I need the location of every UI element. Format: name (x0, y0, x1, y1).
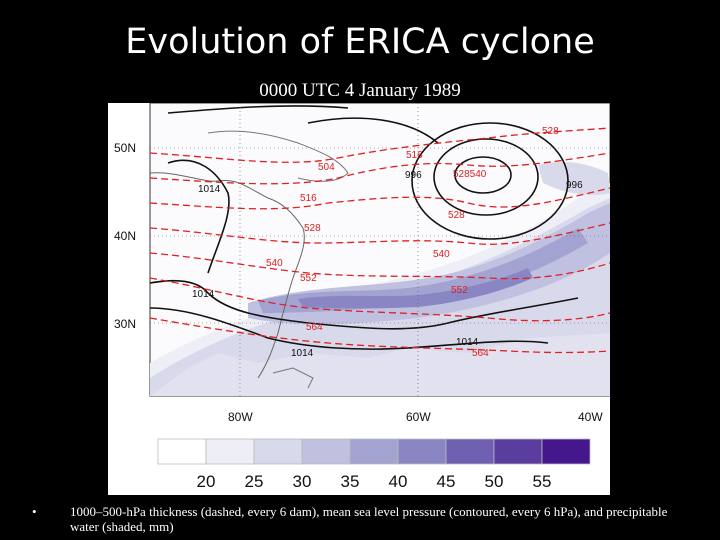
bullet-icon: • (32, 504, 37, 519)
legend-label: 45 (437, 472, 456, 491)
thickness-label: 528 (542, 126, 559, 137)
thickness-label: 516 (300, 193, 317, 204)
legend-swatch (301, 438, 351, 465)
thickness-label: 564 (472, 348, 489, 359)
weather-map-figure: 528 516 504 516 528 528 540 540 552 552 … (108, 102, 611, 495)
thickness-label: 552 (300, 273, 317, 284)
pw-shade-40 (298, 268, 533, 309)
legend-swatch (541, 438, 591, 465)
lon-label: 80W (228, 410, 253, 424)
lat-label: 40N (114, 229, 136, 243)
lon-label: 40W (578, 410, 603, 424)
pressure-label: 996 (566, 180, 583, 191)
thickness-label: 540 (266, 258, 283, 269)
pw-shade-35 (258, 228, 588, 313)
lon-label: 60W (406, 410, 431, 424)
thickness-label: 528 (448, 210, 465, 221)
slide-subtitle: 0000 UTC 4 January 1989 (259, 80, 461, 101)
legend-label: 35 (341, 472, 360, 491)
pressure-label: 1014 (198, 184, 221, 195)
legend-swatch (445, 438, 495, 465)
thickness-label: 540 (433, 249, 450, 260)
pressure-label: 1014 (456, 337, 479, 348)
legend-swatch (349, 438, 399, 465)
thickness-label: 528540 (453, 169, 487, 180)
legend-label: 30 (293, 472, 312, 491)
lat-label: 30N (114, 317, 136, 331)
graticule (150, 103, 610, 396)
coastline-canada (207, 130, 349, 182)
thickness-contours (150, 127, 610, 354)
coastline-caribbean (272, 367, 314, 389)
thickness-label: 528 (304, 223, 321, 234)
legend-label: 25 (245, 472, 264, 491)
slide-title: Evolution of ERICA cyclone (125, 22, 595, 62)
color-legend: 20 25 30 35 40 45 50 55 (157, 438, 591, 491)
weather-map: 528 516 504 516 528 528 540 540 552 552 … (114, 102, 611, 491)
legend-label: 40 (389, 472, 408, 491)
pressure-label: 996 (405, 170, 422, 181)
legend-swatch (493, 438, 543, 465)
legend-swatch (157, 438, 207, 465)
thickness-label: 564 (306, 322, 323, 333)
pressure-label: 1014 (192, 289, 215, 300)
pressure-label: 1014 (291, 348, 314, 359)
legend-swatch (253, 438, 303, 465)
legend-label: 50 (485, 472, 504, 491)
thickness-label: 516 (406, 150, 423, 161)
pw-shade-low (538, 161, 610, 195)
legend-swatch (205, 438, 255, 465)
caption-text: 1000–500-hPa thickness (dashed, every 6 … (70, 504, 668, 534)
pressure-contours (150, 105, 579, 350)
thickness-label: 552 (451, 285, 468, 296)
legend-label: 55 (533, 472, 552, 491)
pw-shade-south (150, 333, 610, 396)
thickness-label: 504 (318, 162, 335, 173)
coastline-us (150, 172, 305, 379)
legend-swatch (397, 438, 447, 465)
lat-label: 50N (114, 141, 136, 155)
legend-label: 20 (197, 472, 216, 491)
